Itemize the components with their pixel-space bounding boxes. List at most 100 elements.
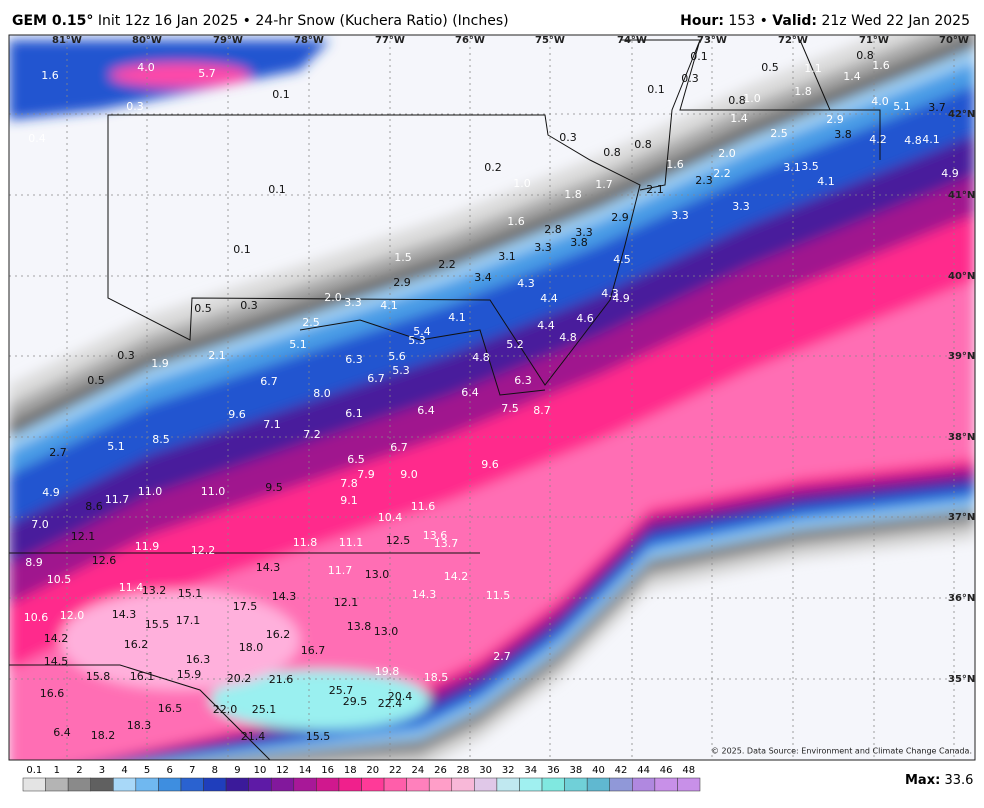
snow-amount: 0.8 [634,138,652,151]
snow-amount: 25.1 [252,703,277,716]
snow-amount: 7.5 [501,402,519,415]
snow-amount: 16.5 [158,702,183,715]
snow-amount: 8.5 [152,433,170,446]
snow-amount: 4.6 [576,312,594,325]
legend-swatch [248,777,272,792]
snow-amount: 2.1 [646,183,664,196]
snow-amount: 0.5 [87,374,105,387]
legend-swatch [203,777,227,792]
legend-tick-label: 38 [570,765,583,776]
legend-tick-label: 46 [660,765,673,776]
longitude-label: 70°W [939,35,969,46]
snow-amount: 13.0 [365,568,390,581]
snow-amount: 11.0 [138,485,163,498]
snow-amount: 6.4 [461,386,479,399]
snow-amount: 18.3 [127,719,152,732]
snow-amount: 14.2 [444,570,469,583]
snow-amount: 3.3 [671,209,689,222]
snow-amount: 15.8 [86,670,111,683]
snow-amount: 0.3 [117,349,135,362]
longitude-label: 79°W [213,35,243,46]
snow-amount: 16.2 [266,628,291,641]
legend-tick-label: 42 [615,765,628,776]
snow-amount: 8.0 [313,387,331,400]
snow-amount: 14.3 [112,608,137,621]
snow-amount: 14.3 [272,590,297,603]
copyright: © 2025. Data Source: Environment and Cli… [711,747,972,756]
snow-amount: 5.7 [198,67,216,80]
legend-tick-label: 34 [524,765,537,776]
snow-amount: 1.6 [872,59,890,72]
legend-tick-label: 6 [166,765,172,776]
latitude-label: 36°N [948,593,975,604]
snow-amount: 18.0 [239,641,264,654]
snow-amount: 1.8 [794,85,812,98]
snow-amount: 0.5 [194,302,212,315]
snow-amount: 2.2 [713,167,731,180]
snow-amount: 2.5 [770,127,788,140]
snow-amount: 13.0 [374,625,399,638]
snow-amount: 9.1 [340,494,358,507]
longitude-label: 80°W [132,35,162,46]
snow-amount: 0.1 [647,83,665,96]
longitude-label: 71°W [859,35,889,46]
legend-swatch [586,777,610,792]
legend-tick-label: 10 [254,765,267,776]
snow-amount: 2.1 [208,349,226,362]
snow-amount: 3.8 [570,236,588,249]
legend-tick-label: 30 [479,765,492,776]
snow-amount: 6.7 [367,372,385,385]
snow-amount: 5.2 [506,338,524,351]
snow-amount: 4.8 [904,134,922,147]
snow-amount: 8.9 [25,556,43,569]
legend-tick-label: 14 [299,765,312,776]
legend-tick-label: 40 [592,765,605,776]
snow-amount: 0.2 [484,161,502,174]
snow-amount: 3.4 [474,271,492,284]
longitude-label: 73°W [697,35,727,46]
snow-amount: 0.8 [603,146,621,159]
snow-amount: 0.1 [690,50,708,63]
snow-amount: 1.9 [151,357,169,370]
snow-amount: 12.5 [386,534,411,547]
legend-tick-label: 1 [54,765,60,776]
snow-amount: 11.9 [135,540,160,553]
snow-amount: 5.6 [388,350,406,363]
snow-amount: 1.5 [394,251,412,264]
snow-amount: 3.3 [732,200,750,213]
snow-amount: 7.0 [31,518,49,531]
snow-amount: 13.7 [434,537,459,550]
legend-swatch [474,777,498,792]
longitude-label: 75°W [535,35,565,46]
legend-tick-label: 18 [344,765,357,776]
snow-amount: 8.7 [533,404,551,417]
max-box: Max: 33.6 [905,773,973,788]
snow-amount: 1.0 [743,92,761,105]
snow-amount: 5.3 [392,364,410,377]
legend-swatch [361,777,385,792]
legend-swatch [406,777,430,792]
longitude-label: 78°W [294,35,324,46]
longitude-label: 74°W [617,35,647,46]
snow-amount: 5.4 [413,325,431,338]
snow-amount: 12.0 [60,609,85,622]
legend-swatch [338,777,362,792]
legend-tick-label: 44 [637,765,650,776]
legend-tick-label: 16 [321,765,334,776]
snow-amount: 22.0 [213,703,238,716]
snow-amount: 6.3 [345,353,363,366]
snow-amount: 17.1 [176,614,201,627]
snow-amount: 12.1 [334,596,359,609]
latitude-label: 39°N [948,351,975,362]
latitude-label: 35°N [948,674,975,685]
snow-amount: 4.5 [613,253,631,266]
legend-swatch [654,777,678,792]
snow-amount: 9.0 [400,468,418,481]
snow-amount: 3.5 [801,160,819,173]
legend-tick-label: 24 [412,765,425,776]
legend-swatch [383,777,407,792]
snow-amount: 4.8 [559,331,577,344]
snow-amount: 4.4 [537,319,555,332]
snow-amount: 6.4 [417,404,435,417]
